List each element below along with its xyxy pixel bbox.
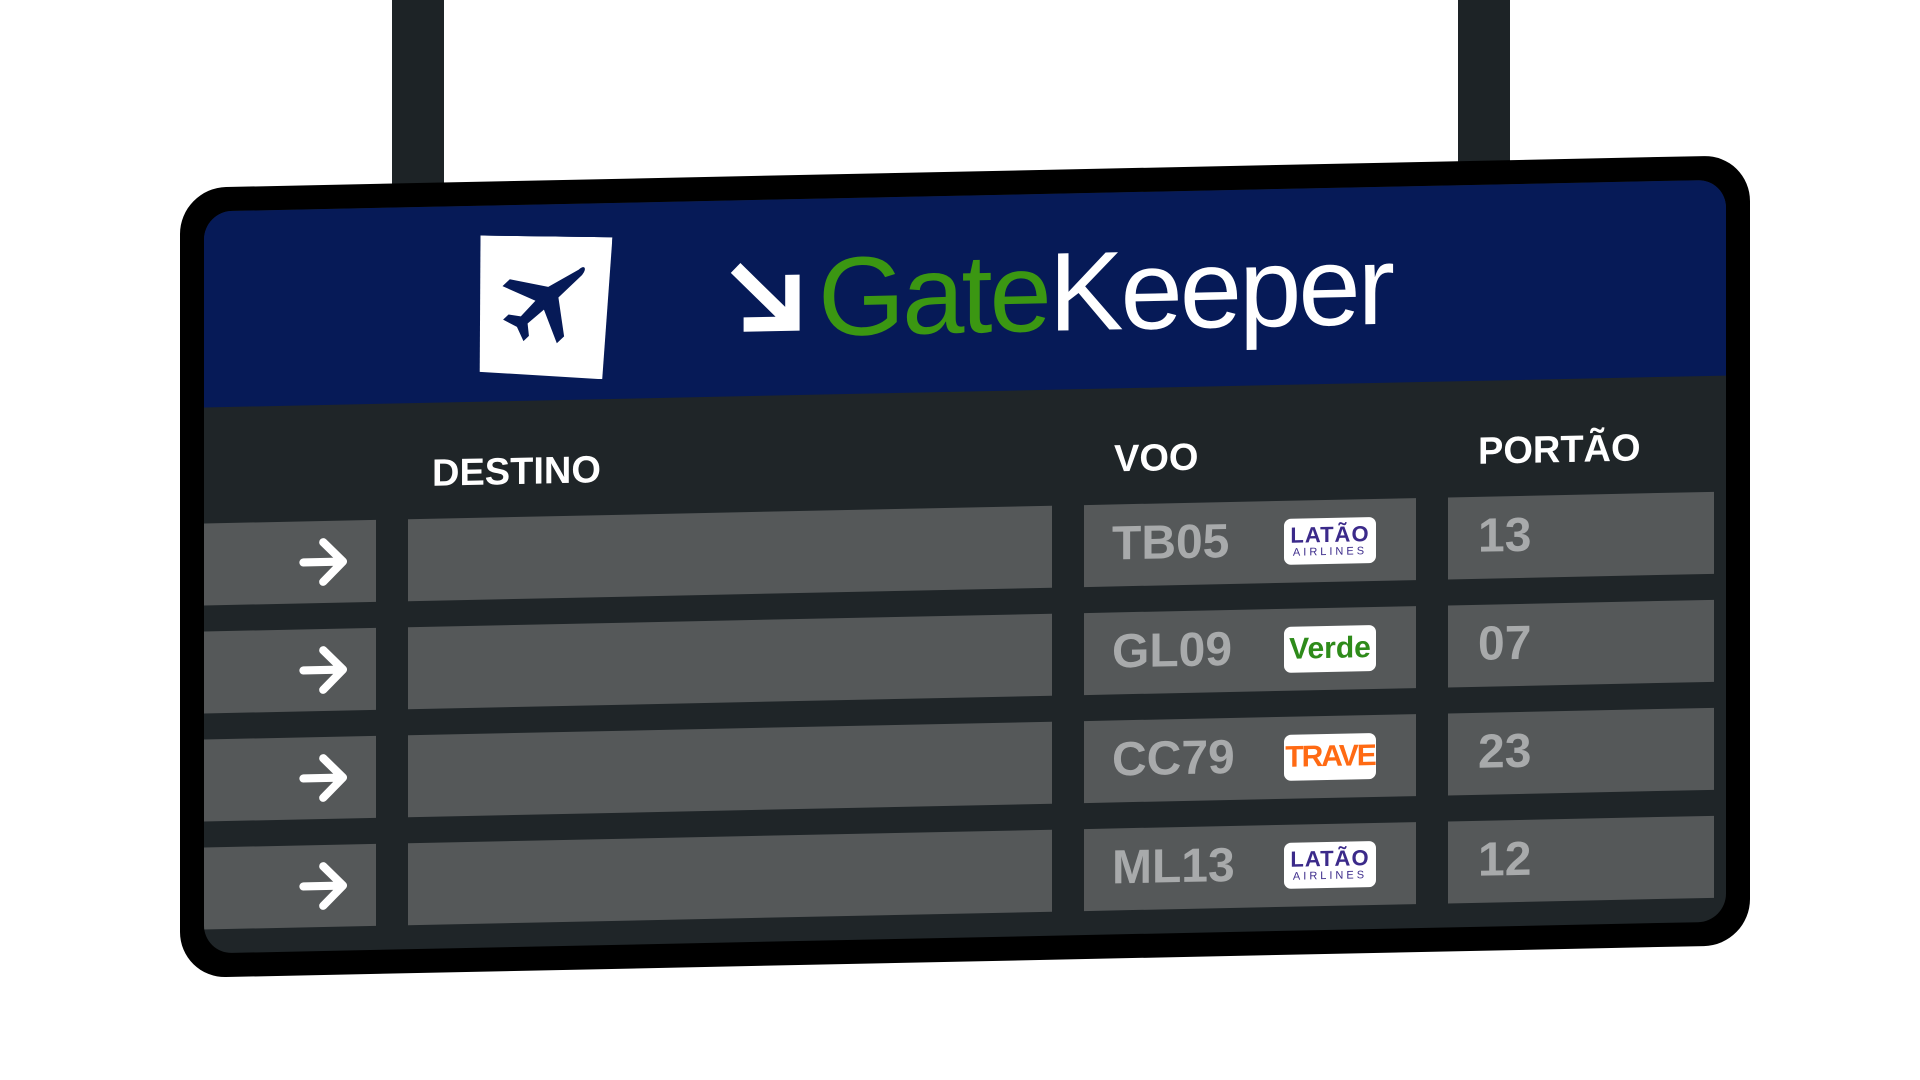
airline-logo-text: TRAVE bbox=[1285, 738, 1375, 774]
flight-code: TB05 bbox=[1112, 515, 1230, 571]
left-hanging-pole bbox=[392, 0, 444, 210]
gate-cell: 12 bbox=[1448, 815, 1714, 904]
gate-number: 07 bbox=[1478, 616, 1532, 671]
column-header-destination: DESTINO bbox=[432, 449, 601, 495]
gate-number: 13 bbox=[1478, 508, 1532, 563]
airline-logo-verde: Verde bbox=[1284, 624, 1376, 673]
airline-logo-latao: LATÃO AIRLINES bbox=[1284, 516, 1376, 565]
gate-cell: 13 bbox=[1448, 491, 1714, 580]
board-panel: Gate Keeper DESTINO VOO PORTÃO TB05 LATÃO… bbox=[204, 179, 1726, 954]
flight-code: ML13 bbox=[1112, 838, 1235, 895]
row-arrow-cell bbox=[204, 519, 376, 606]
flight-row: TB05 LATÃO AIRLINES 13 bbox=[204, 491, 1726, 606]
flight-cell: ML13 LATÃO AIRLINES bbox=[1084, 822, 1416, 912]
brand-name-keeper: Keeper bbox=[1048, 222, 1392, 355]
flight-cell: CC79 TRAVE bbox=[1084, 714, 1416, 804]
plane-icon bbox=[499, 260, 590, 349]
row-arrow-cell bbox=[204, 627, 376, 714]
airline-logo-latao: LATÃO AIRLINES bbox=[1284, 840, 1376, 889]
board-header: Gate Keeper bbox=[204, 179, 1726, 408]
airline-logo-subtext: AIRLINES bbox=[1292, 545, 1368, 559]
flight-cell: TB05 LATÃO AIRLINES bbox=[1084, 498, 1416, 588]
flight-code: CC79 bbox=[1112, 730, 1235, 787]
right-arrow-icon bbox=[299, 646, 348, 694]
flight-cell: GL09 Verde bbox=[1084, 606, 1416, 696]
airport-logo bbox=[476, 235, 613, 379]
flight-row: ML13 LATÃO AIRLINES 12 bbox=[204, 815, 1726, 930]
right-arrow-icon bbox=[299, 862, 348, 910]
flight-code: GL09 bbox=[1112, 622, 1233, 679]
gate-cell: 23 bbox=[1448, 707, 1714, 796]
right-arrow-icon bbox=[299, 754, 348, 802]
airline-logo-trave: TRAVE bbox=[1284, 732, 1376, 781]
brand-name-gate: Gate bbox=[818, 229, 1049, 360]
airline-logo-text: LATÃO bbox=[1290, 845, 1370, 872]
airline-logo-subtext: AIRLINES bbox=[1292, 869, 1368, 883]
destination-cell bbox=[408, 505, 1052, 602]
airline-logo-text: LATÃO bbox=[1290, 521, 1370, 548]
flight-row: CC79 TRAVE 23 bbox=[204, 707, 1726, 822]
departure-board: Gate Keeper DESTINO VOO PORTÃO TB05 LATÃO… bbox=[180, 155, 1750, 979]
row-arrow-cell bbox=[204, 735, 376, 822]
destination-cell bbox=[408, 829, 1052, 926]
right-arrow-icon bbox=[299, 538, 348, 586]
diagonal-arrow-icon bbox=[730, 263, 800, 332]
airline-logo-text: Verde bbox=[1289, 631, 1371, 666]
row-arrow-cell bbox=[204, 843, 376, 930]
brand-wordmark: Gate Keeper bbox=[726, 215, 1392, 369]
gate-number: 23 bbox=[1478, 724, 1532, 779]
column-header-flight: VOO bbox=[1114, 436, 1199, 481]
flight-row: GL09 Verde 07 bbox=[204, 599, 1726, 714]
column-header-gate: PORTÃO bbox=[1478, 427, 1641, 473]
destination-cell bbox=[408, 613, 1052, 710]
gate-number: 12 bbox=[1478, 832, 1532, 887]
destination-cell bbox=[408, 721, 1052, 818]
gate-cell: 07 bbox=[1448, 599, 1714, 688]
